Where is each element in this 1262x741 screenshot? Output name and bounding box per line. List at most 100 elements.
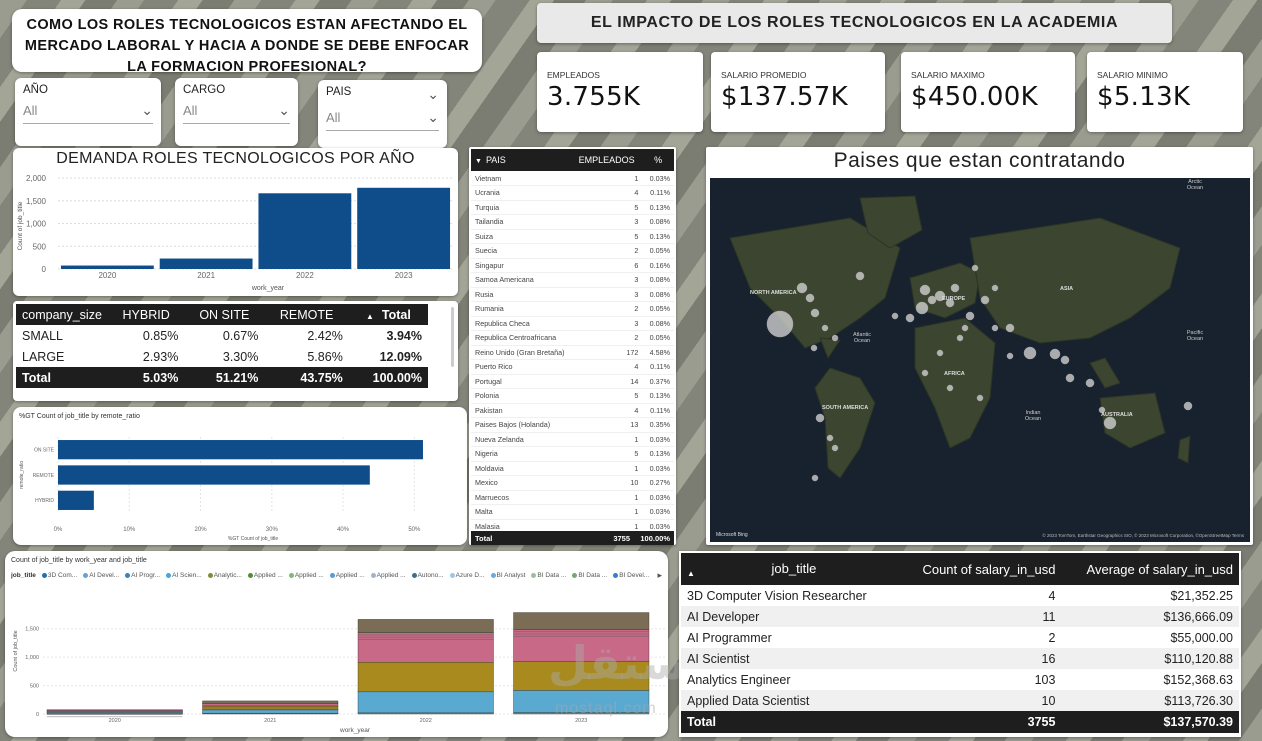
table-row[interactable]: AI Programmer 2 $55,000.00 (681, 627, 1239, 648)
stack-segment[interactable] (357, 619, 494, 633)
country-bubble[interactable] (927, 295, 937, 305)
remote-bar-chart[interactable]: 0% 10% 20% 30% 40% 50%ON SITEREMOTEHYBRID%GT … (13, 407, 467, 545)
country-bubble[interactable] (766, 310, 794, 338)
legend-item[interactable]: Applied ... (247, 572, 283, 579)
country-bubble[interactable] (950, 283, 960, 293)
legend-item[interactable]: 3D Com... (41, 572, 77, 579)
table-row[interactable]: SMALL 0.85% 0.67% 2.42% 3.94% (16, 325, 428, 346)
country-bubble[interactable] (826, 434, 834, 442)
column-header-total[interactable]: ▲ Total (348, 304, 428, 325)
stack-segment[interactable] (202, 705, 339, 710)
country-bubble[interactable] (965, 311, 975, 321)
country-bubble[interactable] (831, 334, 839, 342)
column-header[interactable]: REMOTE (264, 304, 349, 325)
table-row[interactable]: Vietnam 1 0.03% (471, 171, 674, 186)
table-row[interactable]: Puerto Rico 4 0.11% (471, 359, 674, 375)
stack-segment[interactable] (513, 661, 650, 691)
remote-chart-panel[interactable]: %GT Count of job_title by remote_ratio 0… (13, 407, 467, 545)
job-table-panel[interactable]: ▲ job_title Count of salary_in_usd Averag… (679, 551, 1241, 737)
country-bubble[interactable] (811, 474, 819, 482)
stack-segment[interactable] (513, 629, 650, 662)
country-bubble[interactable] (976, 394, 984, 402)
slicer-pais[interactable]: PAIS ⌄ All ⌄ (318, 80, 447, 148)
column-header[interactable]: % (642, 149, 674, 171)
kpi-card-salario-maximo[interactable]: SALARIO MAXIMO $450.00K (901, 52, 1075, 132)
map-attribution[interactable]: © 2023 TomTom, Earthstar Geographics SIO… (1042, 533, 1244, 538)
column-header[interactable]: ON SITE (184, 304, 265, 325)
chevron-down-icon[interactable]: ⌄ (427, 86, 439, 102)
country-bubble[interactable] (1005, 323, 1015, 333)
scrollbar[interactable] (451, 307, 454, 367)
demand-bar-chart[interactable]: 0 500 1,000 1,500 2,000 2020 2021 2022 2023 work_… (13, 148, 458, 296)
legend-item[interactable]: BI Data ... (531, 572, 566, 579)
column-header[interactable]: Count of salary_in_usd (899, 553, 1062, 585)
country-bubble[interactable] (956, 334, 964, 342)
stack-segment[interactable] (357, 691, 494, 714)
country-bubble[interactable] (1049, 348, 1061, 360)
kpi-card-empleados[interactable]: EMPLEADOS 3.755K (537, 52, 703, 132)
column-header[interactable]: Average of salary_in_usd (1061, 553, 1239, 585)
country-bubble[interactable] (971, 264, 979, 272)
country-bubble[interactable] (946, 384, 954, 392)
table-row[interactable]: Paises Bajos (Holanda) 13 0.35% (471, 417, 674, 433)
table-row[interactable]: AI Scientist 16 $110,120.88 (681, 648, 1239, 669)
legend-item[interactable]: AI Progr... (125, 572, 160, 579)
legend-item[interactable]: BI Data ... (572, 572, 607, 579)
remote-matrix-panel[interactable]: company_size HYBRID ON SITE REMOTE ▲ Tota… (13, 301, 458, 401)
table-row[interactable]: Singapur 6 0.16% (471, 258, 674, 273)
country-bubble[interactable] (945, 298, 955, 308)
sort-icon[interactable]: ▲ (365, 311, 374, 321)
bar-2020[interactable] (60, 265, 154, 269)
chevron-down-icon[interactable]: ⌄ (141, 102, 153, 118)
table-row[interactable]: Polonia 5 0.13% (471, 388, 674, 404)
stacked-bar-chart[interactable]: 0 500 1,000 1,500 2020 2021 2022 2023 work_year C… (5, 551, 668, 737)
column-header-pais[interactable]: ▼ PAIS (471, 149, 571, 171)
table-row[interactable]: Republica Centroafricana 2 0.05% (471, 330, 674, 346)
legend-item[interactable]: Autono... (411, 572, 444, 579)
table-row[interactable]: Marruecos 1 0.03% (471, 490, 674, 505)
table-row[interactable]: Pakistan 4 0.11% (471, 403, 674, 418)
column-header[interactable]: company_size (16, 304, 108, 325)
country-bubble[interactable] (1085, 378, 1095, 388)
country-bubble[interactable] (1183, 401, 1193, 411)
country-bubble[interactable] (921, 369, 929, 377)
country-bubble[interactable] (1060, 355, 1070, 365)
table-row[interactable]: LARGE 2.93% 3.30% 5.86% 12.09% (16, 346, 428, 367)
table-row[interactable]: 3D Computer Vision Researcher 4 $21,352.25 (681, 585, 1239, 606)
legend-item[interactable]: Applied ... (370, 572, 406, 579)
country-bubble[interactable] (831, 444, 839, 452)
legend-item[interactable]: AI Scien... (166, 572, 202, 579)
country-bubble[interactable] (796, 282, 808, 294)
stack-segment[interactable] (357, 662, 494, 693)
chevron-down-icon[interactable]: ⌄ (427, 109, 439, 125)
table-row[interactable]: Rumania 2 0.05% (471, 301, 674, 317)
bar-on-site[interactable] (58, 440, 423, 460)
column-header[interactable]: EMPLEADOS (571, 149, 643, 171)
bar-hybrid[interactable] (58, 490, 94, 510)
country-bubble[interactable] (1065, 373, 1075, 383)
demand-chart-panel[interactable]: DEMANDA ROLES TECNOLOGICOS POR AÑO 0 500 1… (13, 148, 458, 296)
table-row[interactable]: Reino Unido (Gran Bretaña) 172 4.58% (471, 345, 674, 360)
country-bubble[interactable] (991, 324, 999, 332)
stack-segment[interactable] (202, 700, 339, 704)
column-header[interactable]: HYBRID (107, 304, 185, 325)
slicer-dropdown[interactable]: All ⌄ (183, 102, 290, 124)
legend-item[interactable]: Applied ... (329, 572, 365, 579)
country-bubble[interactable] (805, 293, 815, 303)
table-row[interactable]: Moldavia 1 0.03% (471, 461, 674, 476)
legend-item[interactable]: Analytic... (207, 572, 242, 579)
bar-2021[interactable] (159, 258, 253, 269)
country-bubble[interactable] (815, 413, 825, 423)
country-bubble[interactable] (991, 284, 999, 292)
slicer-cargo[interactable]: CARGO All ⌄ (175, 78, 298, 146)
country-bubble[interactable] (905, 313, 915, 323)
table-row[interactable]: Ucrania 4 0.11% (471, 185, 674, 201)
table-row[interactable]: Analytics Engineer 103 $152,368.63 (681, 669, 1239, 690)
legend-item[interactable]: Applied ... (288, 572, 324, 579)
country-bubble[interactable] (821, 324, 829, 332)
kpi-card-salario-promedio[interactable]: SALARIO PROMEDIO $137.57K (711, 52, 885, 132)
table-row[interactable]: AI Developer 11 $136,666.09 (681, 606, 1239, 627)
slicer-dropdown[interactable]: All ⌄ (23, 102, 153, 124)
job-title-table[interactable]: ▲ job_title Count of salary_in_usd Averag… (681, 553, 1239, 733)
country-bubble[interactable] (891, 312, 899, 320)
